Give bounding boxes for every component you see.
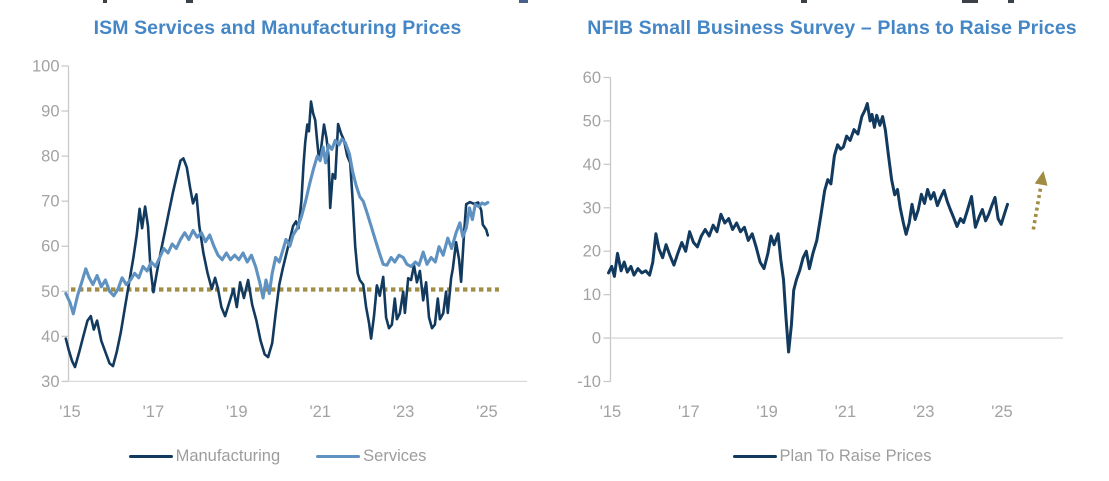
y-tick-label: 50: [583, 112, 601, 130]
x-tick-label: '21: [309, 403, 331, 421]
series-line-plan-to-raise-prices: [607, 102, 1009, 354]
cropped-text-fragment: [186, 0, 193, 3]
legend-label: Manufacturing: [175, 447, 281, 465]
legend: Manufacturing Services: [0, 447, 555, 466]
ism-prices-plot: 100 90 80 70 60 50 40 30'15 '17 '19 '21 '23 '25: [32, 58, 527, 421]
y-tick-label: 100: [32, 58, 60, 76]
y-tick-label: 80: [41, 148, 59, 166]
plan-to-raise-prices-line-swatch: [732, 454, 777, 459]
cropped-text-fragment: [801, 0, 807, 3]
y-tick-label: 50: [41, 283, 59, 301]
cropped-text-fragment: [1008, 0, 1014, 3]
nfib-prices-chart: NFIB Small Business Survey – Plans to Ra…: [555, 0, 1109, 481]
services-line-swatch: [316, 454, 361, 459]
y-tick-label: 60: [41, 238, 59, 256]
x-tick-label: '17: [678, 403, 700, 421]
y-tick-label: 10: [583, 286, 601, 304]
x-tick-label: '23: [393, 403, 415, 421]
legend: Plan To Raise Prices: [555, 447, 1109, 466]
y-tick-label: 30: [41, 373, 59, 391]
legend-label: Services: [363, 447, 427, 465]
y-tick-label: 30: [583, 199, 601, 217]
legend-item-manufacturing: Manufacturing: [128, 447, 281, 466]
x-tick-label: '19: [756, 403, 778, 421]
chart-title: ISM Services and Manufacturing Prices: [93, 17, 462, 39]
y-tick-label: 70: [41, 193, 59, 211]
chart-title: NFIB Small Business Survey – Plans to Ra…: [587, 17, 1077, 39]
manufacturing-line-swatch: [128, 454, 173, 459]
y-tick-label: 90: [41, 103, 59, 121]
cropped-text-fragment: [519, 0, 528, 3]
legend-item-plan-to-raise-prices: Plan To Raise Prices: [732, 447, 932, 466]
cropped-text-fragment: [962, 0, 978, 3]
y-tick-label: 40: [583, 156, 601, 174]
y-tick-label: 0: [592, 330, 601, 348]
x-tick-label: '19: [226, 403, 248, 421]
legend-item-services: Services: [316, 447, 426, 466]
y-tick-label: 40: [41, 328, 59, 346]
series-line-manufacturing: [64, 100, 490, 369]
legend-label: Plan To Raise Prices: [779, 447, 932, 465]
y-tick-label: 60: [583, 69, 601, 87]
trend-arrow-head: [1034, 170, 1048, 186]
y-tick-label: -10: [577, 373, 601, 391]
x-tick-label: '25: [476, 403, 498, 421]
ism-prices-chart: ISM Services and Manufacturing Prices 10…: [0, 17, 555, 466]
y-tick-label: 20: [583, 243, 601, 261]
x-tick-label: '15: [600, 403, 622, 421]
x-tick-label: '15: [59, 403, 81, 421]
nfib-prices-plot: 60 50 40 30 20 10 0 -10 '15 '17 '19 '21 '23 '25: [577, 69, 1063, 421]
x-tick-label: '21: [835, 403, 857, 421]
trend-arrow-shaft: [1031, 186, 1043, 230]
x-tick-label: '23: [913, 403, 935, 421]
x-tick-label: '25: [991, 403, 1013, 421]
cropped-text-fragment: [103, 0, 107, 3]
x-tick-label: '17: [143, 403, 165, 421]
series-line-services: [64, 137, 490, 316]
